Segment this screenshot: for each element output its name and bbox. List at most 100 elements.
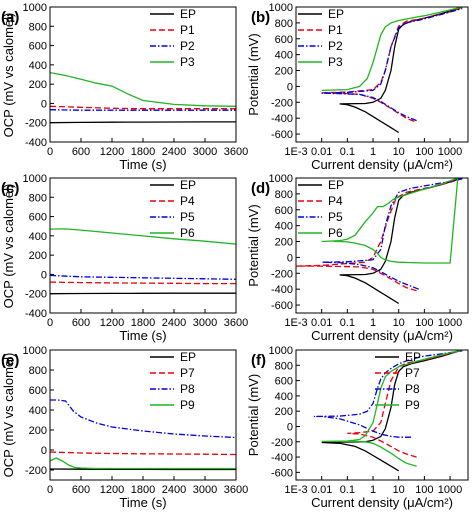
- y-tick-label: -200: [25, 465, 47, 477]
- legend-label-P6: P6: [328, 226, 343, 240]
- x-tick-label: 1200: [100, 484, 124, 496]
- series-line-P7: [50, 451, 236, 456]
- plot-frame: [295, 6, 469, 143]
- x-tick-label: 1: [370, 317, 376, 329]
- y-tick-label: 0: [287, 81, 293, 93]
- x-tick-label: 0.01: [311, 484, 332, 496]
- y-axis-label: Potential (mV): [246, 374, 261, 456]
- x-tick-label: 1800: [131, 317, 155, 329]
- legend-label-P2: P2: [328, 39, 343, 53]
- y-tick-label: 800: [275, 189, 293, 201]
- x-tick-label: 0.01: [311, 317, 332, 329]
- y-tick-label: 0: [41, 98, 47, 110]
- y-tick-label: -400: [271, 284, 293, 296]
- y-tick-label: 400: [275, 221, 293, 233]
- panel-label: (d): [251, 180, 270, 197]
- y-tick-label: 800: [29, 21, 47, 33]
- y-tick-label: 1000: [23, 173, 47, 185]
- y-tick-label: 800: [29, 365, 47, 377]
- series-line-P4: [50, 281, 236, 285]
- series-line-EP: [339, 178, 463, 305]
- legend-label-P8: P8: [405, 382, 420, 396]
- legend-label-P1: P1: [328, 23, 343, 37]
- x-tick-label: 3600: [224, 484, 248, 496]
- y-tick-label: 800: [29, 192, 47, 204]
- series-line-P3: [50, 71, 236, 107]
- y-tick-label: -200: [25, 118, 47, 130]
- legend-label-P8: P8: [180, 382, 195, 396]
- y-axis-label: Potential (mV): [246, 33, 261, 115]
- y-tick-label: 400: [275, 391, 293, 403]
- x-tick-label: 1000: [438, 146, 462, 158]
- legend-label-P9: P9: [180, 398, 195, 412]
- ocp-y-axis-label: OCP (mV vs calomel): [1, 353, 16, 478]
- x-tick-label: 3000: [193, 146, 217, 158]
- y-tick-label: 1000: [23, 2, 47, 14]
- y-tick-label: -200: [271, 97, 293, 109]
- x-tick-label: 2400: [162, 146, 186, 158]
- y-tick-label: 400: [29, 405, 47, 417]
- legend-label-EP: EP: [328, 7, 344, 21]
- legend-label-P1: P1: [180, 23, 195, 37]
- x-tick-label: 0.01: [311, 146, 332, 158]
- y-tick-label: 400: [29, 60, 47, 72]
- series-line-P6: [50, 228, 236, 245]
- x-axis-label: Current density (μA/cm²): [311, 157, 453, 172]
- y-tick-label: -400: [25, 137, 47, 149]
- y-tick-label: 0: [287, 421, 293, 433]
- legend-label-EP: EP: [180, 7, 196, 21]
- series-line-EP: [321, 350, 463, 472]
- x-tick-label: 2400: [162, 484, 186, 496]
- plot-frame: [49, 349, 237, 481]
- legend-label-P5: P5: [180, 210, 195, 224]
- panel-label: (e): [1, 352, 19, 369]
- legend-label-EP: EP: [180, 350, 196, 364]
- legend-label-P4: P4: [328, 194, 343, 208]
- y-tick-label: 200: [29, 79, 47, 91]
- x-tick-label: 0.1: [340, 146, 355, 158]
- x-tick-label: 100: [415, 146, 433, 158]
- ocp-y-axis-label: OCP (mV vs calomel): [1, 184, 16, 309]
- x-tick-label: 1200: [100, 146, 124, 158]
- x-tick-label: 100: [415, 317, 433, 329]
- y-tick-label: 200: [275, 66, 293, 78]
- y-tick-label: -400: [271, 452, 293, 464]
- x-tick-label: 1800: [131, 146, 155, 158]
- y-tick-label: 600: [29, 385, 47, 397]
- series-line-P2: [321, 7, 463, 122]
- y-tick-label: 0: [41, 269, 47, 281]
- y-tick-label: -200: [271, 437, 293, 449]
- legend-label-P5: P5: [328, 210, 343, 224]
- plot-frame: [295, 349, 469, 481]
- x-tick-label: 0: [47, 317, 53, 329]
- y-tick-label: -400: [25, 308, 47, 320]
- legend-label-P3: P3: [328, 55, 343, 69]
- series-line-P3: [321, 7, 463, 92]
- y-tick-label: -600: [271, 129, 293, 141]
- series-line-P1: [321, 7, 463, 123]
- series-line-P5: [321, 178, 463, 290]
- x-tick-label: 1: [370, 484, 376, 496]
- y-tick-label: 600: [275, 34, 293, 46]
- y-tick-label: -600: [271, 300, 293, 312]
- x-tick-label: 3600: [224, 317, 248, 329]
- series-line-P7: [347, 350, 463, 458]
- series-line-P9: [50, 457, 236, 470]
- series-line-P8: [313, 350, 463, 438]
- x-axis-label: Current density (μA/cm²): [311, 328, 453, 343]
- y-tick-label: 1000: [269, 345, 293, 357]
- panel-label: (a): [1, 9, 19, 26]
- x-tick-label: 1E-3: [284, 146, 307, 158]
- x-axis-label: Time (s): [119, 495, 166, 510]
- x-tick-label: 0: [47, 484, 53, 496]
- y-tick-label: 800: [275, 18, 293, 30]
- legend-label-P2: P2: [180, 39, 195, 53]
- x-tick-label: 0.1: [340, 484, 355, 496]
- y-tick-label: 400: [29, 231, 47, 243]
- x-tick-label: 10: [393, 484, 405, 496]
- chart-panel-0: 0 600 1200 1800 2400 3000 3600 -400 -200 0 200 400 6…: [1, 2, 248, 172]
- y-tick-label: 200: [29, 250, 47, 262]
- x-tick-label: 100: [415, 484, 433, 496]
- x-tick-label: 0.1: [340, 317, 355, 329]
